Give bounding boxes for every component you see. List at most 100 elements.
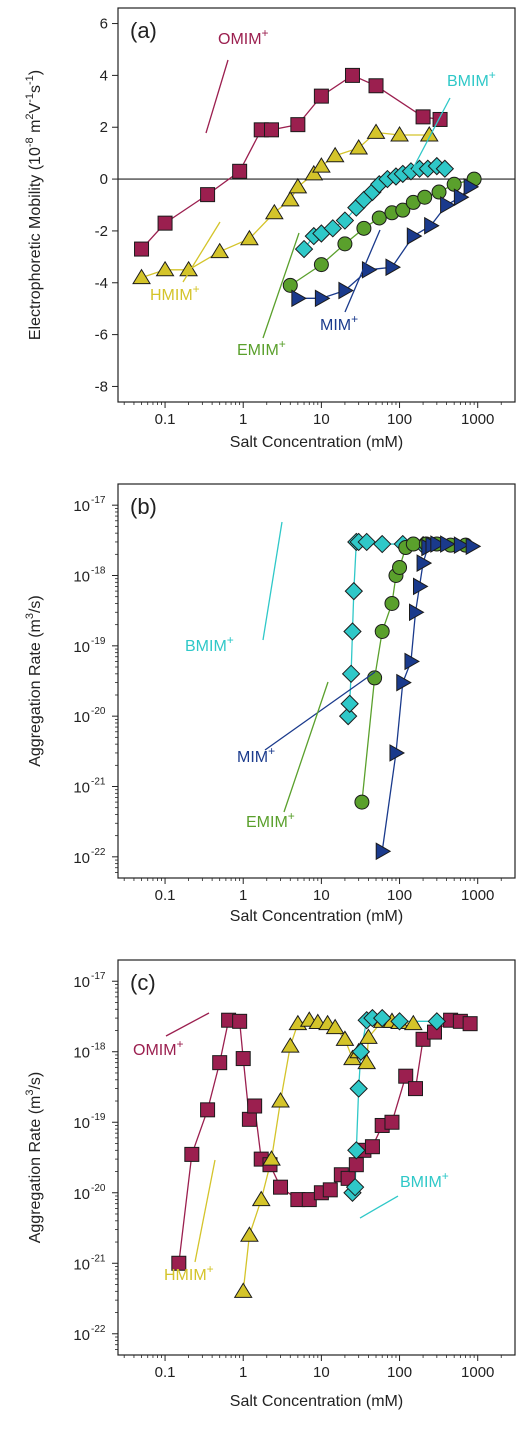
data-point-mim — [385, 258, 401, 277]
data-point-bmim — [338, 706, 358, 726]
x-tick-label: 1000 — [461, 411, 494, 428]
annotation-leader-line — [182, 221, 221, 283]
data-point-hmim — [210, 242, 230, 259]
data-point-hmim — [390, 126, 409, 142]
y-tick-label: -8 — [95, 378, 108, 395]
y-tick-label: 10 — [73, 1045, 90, 1062]
annotation-label: HMIM+ — [150, 282, 200, 304]
data-point-emim — [395, 202, 411, 218]
x-tick-label: 1000 — [461, 887, 494, 904]
x-tick-label: 10 — [313, 887, 330, 904]
data-point-hmim — [311, 157, 331, 173]
annotation-label: BMIM+ — [447, 68, 496, 90]
series-bmim — [343, 1008, 447, 1202]
y-axis-title: Electrophoretic Mobility (10-8 m2V-1s-1) — [24, 70, 44, 340]
y-tick-label: 10 — [73, 639, 90, 656]
data-point-hmim — [280, 1037, 300, 1053]
data-point-bmim — [349, 1079, 368, 1098]
x-tick-label: 100 — [387, 1364, 412, 1381]
y-axis-title-text: Aggregation Rate (m — [27, 619, 44, 767]
data-point-mim — [389, 744, 405, 762]
data-point-bmim — [372, 534, 392, 554]
data-point-omim — [462, 1016, 478, 1032]
data-point-bmim — [347, 1141, 366, 1160]
panel-label: (a) — [130, 18, 157, 43]
y-tick-label: 10 — [73, 779, 90, 796]
data-point-omim — [313, 88, 329, 104]
data-point-bmim — [335, 211, 355, 230]
data-point-omim — [432, 111, 448, 127]
annotation-sup: + — [288, 809, 295, 823]
annotation-sup: + — [351, 312, 358, 326]
annotation-leader-line — [194, 1159, 216, 1263]
data-point-bmim — [344, 581, 364, 601]
data-point-omim — [344, 67, 360, 83]
data-point-mim — [408, 603, 425, 622]
data-point-mim — [412, 577, 429, 596]
x-axis-title: Salt Concentration (mM) — [230, 434, 403, 451]
data-point-emim — [354, 794, 370, 810]
data-point-hmim — [419, 126, 439, 142]
annotation-label: MIM+ — [237, 744, 275, 766]
data-point-mim — [375, 842, 392, 861]
annotation-label: BMIM+ — [185, 633, 234, 655]
y-tick-label: 2 — [100, 119, 108, 136]
chart-panel-c: 0.1 1 10 100 100010-2210-2110-2010-1910-1810… — [24, 959, 516, 1410]
data-point-mim — [465, 537, 482, 556]
y-tick-label: -6 — [95, 327, 108, 344]
data-point-omim — [368, 78, 384, 94]
annotation-label: EMIM+ — [237, 337, 286, 359]
x-tick-label: 100 — [387, 887, 412, 904]
x-tick-label: 1000 — [461, 1364, 494, 1381]
data-point-bmim — [343, 622, 362, 641]
annotation-sup: + — [279, 337, 286, 351]
data-point-bmim — [345, 1177, 365, 1197]
series-line-mim — [381, 543, 473, 852]
annotation-text: MIM — [237, 749, 268, 766]
x-axis-title: Salt Concentration (mM) — [230, 1393, 403, 1410]
data-point-hmim — [280, 190, 300, 207]
y-tick-label: 10 — [73, 709, 90, 726]
data-point-omim — [398, 1068, 414, 1084]
data-point-hmim — [132, 268, 151, 285]
data-point-omim — [263, 122, 279, 138]
data-point-mim — [396, 673, 412, 692]
data-point-hmim — [366, 123, 386, 139]
data-point-omim — [200, 187, 216, 203]
annotation-text: EMIM — [246, 814, 288, 831]
y-tick-label: 10 — [73, 1327, 90, 1344]
x-tick-label: 1 — [239, 411, 247, 428]
data-point-mim — [338, 281, 354, 300]
y-axis-title-text: m — [27, 120, 44, 138]
y-tick-label: 10 — [73, 1186, 90, 1203]
series-omim — [134, 67, 448, 257]
data-point-bmim — [427, 1012, 447, 1031]
annotation-leader-line — [408, 97, 451, 177]
annotation-leader-line — [205, 59, 229, 134]
data-point-hmim — [349, 139, 369, 155]
annotation-label: HMIM+ — [164, 1262, 214, 1284]
data-point-emim — [417, 189, 433, 205]
annotation-leader-line — [283, 681, 329, 813]
annotation-text: BMIM — [400, 1174, 442, 1191]
x-tick-label: 1 — [239, 887, 247, 904]
x-tick-label: 0.1 — [155, 1364, 176, 1381]
y-tick-exponent: -21 — [91, 1253, 106, 1264]
data-point-bmim — [372, 1008, 392, 1028]
y-axis-title: Aggregation Rate (m3/s) — [24, 595, 44, 767]
annotation-sup: + — [268, 744, 275, 758]
y-axis-title-text: /s) — [27, 595, 44, 613]
annotation-text: BMIM — [185, 638, 227, 655]
y-tick-label: -2 — [95, 223, 108, 240]
y-axis-title: Aggregation Rate (m3/s) — [24, 1072, 44, 1244]
data-point-omim — [200, 1102, 216, 1118]
x-tick-label: 0.1 — [155, 887, 176, 904]
y-tick-exponent: -18 — [91, 566, 106, 577]
y-tick-exponent: -22 — [91, 847, 106, 858]
data-point-emim — [282, 277, 298, 293]
annotation-sup: + — [177, 1037, 184, 1051]
data-point-emim — [405, 536, 421, 552]
annotation-label: OMIM+ — [218, 26, 269, 48]
y-tick-exponent: -20 — [91, 1183, 106, 1194]
annotation-leader-line — [264, 671, 376, 751]
